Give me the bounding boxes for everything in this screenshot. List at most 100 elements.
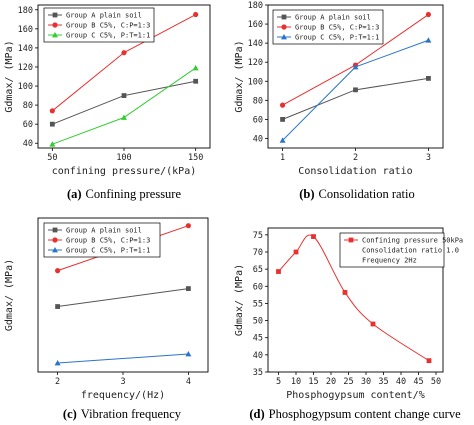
x-tick-label: 50 [431,377,441,387]
y-tick-label: 60 [253,282,263,292]
x-tick-label: 35 [378,377,388,387]
series-line [52,67,196,145]
x-axis-label: confining pressure/(kPa) [52,166,197,177]
data-point [185,286,191,291]
y-tick-label: 50 [253,317,263,327]
data-point [121,114,127,120]
panel-label: (b) [299,187,314,201]
data-point [280,117,285,122]
data-point [426,358,432,364]
panel-caption: (d) Phosphogypsum content change curve [249,407,461,421]
series-line [282,77,429,120]
data-point [185,223,191,229]
data-point [279,137,286,143]
legend-swatch-marker [281,24,287,30]
legend-swatch-marker [281,14,287,20]
data-point [276,269,281,274]
data-point [370,321,376,327]
data-point [185,351,192,357]
legend-entry: Group B C5%, C:P=1:3 [66,237,150,245]
data-point [192,64,199,71]
legend-entry: Group C C5%, P:T=1:1 [66,247,150,255]
series-0 [276,234,432,364]
y-tick-label: 60 [23,120,33,130]
y-tick-label: 65 [253,265,263,275]
data-point [293,249,299,255]
legend-entry: Consolidation ratio 1.0 [362,247,459,255]
y-tick-label: 140 [248,39,263,49]
y-tick-label: 160 [248,20,263,30]
x-axis-label: frequency/(Hz) [81,390,165,401]
x-tick-label: 3 [426,153,431,163]
x-tick-label: 5 [276,377,281,387]
legend-entry: Group B C5%, C:P=1:3 [66,22,150,30]
data-point [121,93,127,98]
x-tick-label: 4 [186,377,191,387]
data-point [342,290,348,295]
series-line [57,353,189,364]
series-0 [280,76,431,122]
legend-entry: Group C C5%, P:T=1:1 [295,34,379,42]
legend-swatch-marker [52,12,58,18]
y-tick-label: 160 [18,25,33,35]
legend-swatch-marker [52,22,58,28]
legend-swatch-marker [281,34,287,40]
data-point [193,11,199,18]
legend: Confining pressure 50kPa Consolidation ra… [339,232,463,268]
y-tick-label: 75 [253,231,263,241]
data-point [49,141,56,147]
legend-entry: Group A plain soil [66,12,142,20]
legend: Group A plain soil Group B C5%, C:P=1:3 Gr… [43,7,155,43]
y-tick-label: 80 [253,96,263,106]
legend: Group A plain soil Group B C5%, C:P=1:3 Gr… [272,9,384,45]
panel-caption: (b) Consolidation ratio [299,187,414,201]
x-tick-label: 150 [188,153,203,163]
data-point [55,304,61,309]
legend-swatch-marker [52,227,58,233]
y-axis-label: Gdmax/ (MPa) [4,40,15,112]
data-point [279,102,286,108]
x-tick-label: 25 [343,377,353,387]
panel-d: 5 10 15 20 25 30 35 40 45 50 35 40 45 50 55 60 65 70 75 Pho… [234,227,463,421]
y-tick-label: 45 [253,334,263,344]
series-2 [54,351,192,366]
legend-entry: Group B C5%, C:P=1:3 [295,24,379,32]
x-axis-label: Consolidation ratio [298,166,412,177]
panel-caption-text: Vibration frequency [81,407,182,421]
series-2 [279,37,432,143]
x-tick-label: 100 [116,153,131,163]
y-tick-label: 55 [253,299,263,309]
legend-box [43,222,161,258]
y-tick-label: 60 [253,115,263,125]
data-point [121,50,127,56]
x-tick-label: 2 [55,377,60,387]
y-axis-label: Gdmax/ (MPa) [234,40,245,112]
legend-swatch-marker [348,237,354,243]
series-2 [49,64,199,147]
data-point [49,108,55,114]
series-0 [55,286,191,309]
legend-box [339,232,445,268]
panel-b: 1 2 3 40 60 80 100 120 140 160 180 Consolidation ra… [234,1,444,201]
x-tick-label: 50 [47,153,57,163]
y-tick-label: 120 [18,63,33,73]
x-tick-label: 40 [396,377,406,387]
legend: Group A plain soil Group B C5%, C:P=1:3 Gr… [43,222,161,258]
y-tick-label: 100 [248,77,263,87]
panel-a: 50 100 150 40 60 80 100 120 140 160 180 confining p… [4,4,211,201]
series-line [57,288,189,308]
x-tick-label: 10 [291,377,301,387]
legend-box [272,9,384,45]
legend-swatch-marker [52,32,58,38]
x-tick-label: 30 [361,377,371,387]
y-axis-label: Gdmax/ (MPa) [234,264,245,336]
panel-label: (c) [63,407,77,421]
data-point [352,63,359,70]
y-tick-label: 180 [248,1,263,11]
x-tick-label: 45 [413,377,423,387]
panel-label: (d) [249,407,264,421]
x-tick-label: 15 [308,377,318,387]
y-tick-label: 40 [253,134,263,144]
y-tick-label: 35 [253,368,263,378]
